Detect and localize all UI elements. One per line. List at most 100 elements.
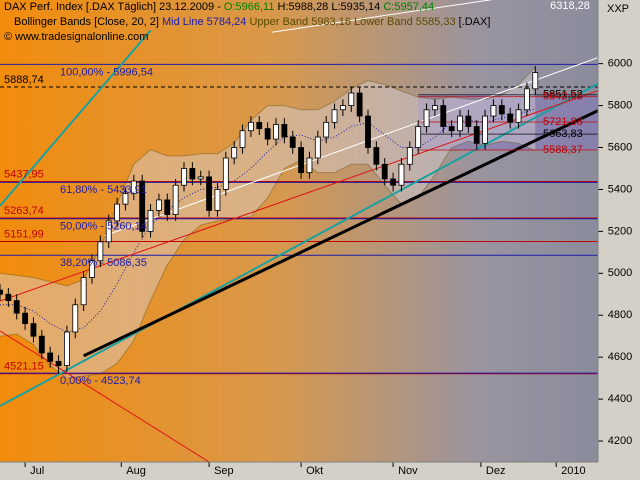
header-text: © www.tradesignalonline.com [4, 31, 148, 43]
candle-body [465, 115, 472, 127]
candle-body [365, 115, 371, 148]
fib-label: 50,00% - 5260,14 [60, 221, 147, 233]
candle-body [507, 113, 514, 123]
x-tick-label: Nov [398, 465, 418, 477]
mid-line [0, 108, 536, 333]
y-tick-label: 4400 [608, 393, 632, 405]
fib-label: 0,00% - 4523,74 [60, 375, 141, 387]
header-text: C:5957,44 [383, 1, 434, 13]
right-level-label: 5842,68 [543, 91, 583, 103]
x-tick-label: Okt [306, 465, 323, 477]
fib-label: 100,00% - 5996,54 [60, 66, 153, 78]
candle-body [298, 147, 304, 174]
candle-body [72, 304, 79, 333]
x-tick-label: 2010 [561, 465, 585, 477]
candle-body [390, 178, 396, 186]
level-label: 5263,74 [4, 205, 44, 217]
candle-body [498, 105, 505, 115]
candle-body [323, 121, 330, 138]
candle-body [105, 220, 112, 243]
candle-body [22, 312, 28, 325]
x-tick-label: Dez [486, 465, 506, 477]
candle-body [289, 136, 296, 148]
candle-body [247, 121, 254, 132]
plot-area [0, 0, 598, 462]
header-text: Bollinger Bands [Close, 20, 2] [14, 16, 162, 28]
candle-body [490, 105, 497, 117]
header-text: Upper Band 5983,16 [249, 16, 354, 28]
trend-line [0, 330, 210, 462]
candle-body [515, 109, 522, 123]
trend-line [104, 57, 598, 237]
header-text: Lower Band 5585,33 [354, 16, 459, 28]
header-text: DAX Perf. Index [.DAX Täglich] 23.12.200… [4, 1, 224, 13]
candle-body [406, 147, 413, 165]
y-tick-label: 6000 [608, 58, 632, 70]
candle-body [38, 335, 45, 354]
candle-body [381, 163, 388, 180]
candle-body [164, 199, 171, 215]
trend-line [0, 82, 598, 407]
candle-body [222, 157, 229, 190]
candle-body [398, 163, 405, 186]
candle-body [473, 126, 480, 144]
candle-body [373, 147, 380, 165]
candle-body [155, 199, 162, 211]
header-row: DAX Perf. Index [.DAX Täglich] 23.12.200… [4, 1, 434, 13]
candle-body [532, 72, 539, 90]
candle-body [431, 105, 438, 111]
candle-body [448, 126, 455, 132]
header-text: Mid Line 5784,24 [162, 16, 249, 28]
y-tick-label: 4600 [608, 351, 632, 363]
header-text: O:5966,11 [224, 1, 275, 13]
candle-body [206, 176, 212, 211]
candle-body [482, 115, 488, 144]
candle-body [80, 277, 87, 306]
candle-body [97, 241, 104, 262]
candle-body [130, 180, 137, 195]
y-tick-label: 5000 [608, 267, 632, 279]
candle-body [214, 189, 221, 211]
candle-body [356, 92, 363, 117]
right-level-label: 5721,88 [543, 116, 583, 128]
candle-body [339, 105, 346, 111]
candle-body [231, 147, 238, 159]
candle-body [415, 126, 422, 148]
candle-body [47, 352, 54, 362]
trend-line [0, 29, 152, 207]
trend-line [0, 90, 598, 302]
y-tick-label: 4200 [608, 435, 632, 447]
candle-body [281, 124, 288, 138]
candle-body [239, 130, 246, 148]
band-line [0, 140, 536, 379]
candle-body [139, 180, 146, 232]
fib-label: 61,80% - 5433,91 [60, 184, 147, 196]
candle-body [423, 109, 430, 127]
candle-body [147, 210, 154, 232]
candle-body [264, 128, 271, 140]
level-label: 5437,95 [4, 168, 44, 180]
candle-body [306, 157, 313, 174]
candle-body [273, 124, 279, 140]
symbol: XXP [607, 3, 629, 15]
top-value: 6318,28 [550, 0, 590, 12]
candle-body [13, 300, 20, 314]
header-text: H:5988,28 L:5935,14 [274, 1, 383, 13]
level-label: 4521,15 [4, 361, 44, 373]
level-label: 5151,99 [4, 228, 44, 240]
candle-body [55, 360, 62, 366]
candle-body [457, 115, 463, 132]
y-tick-label: 5600 [608, 141, 632, 153]
candle-body [440, 105, 447, 127]
candle-body [331, 109, 338, 123]
y-tick-label: 4800 [608, 309, 632, 321]
overlay: DAX Perf. Index [.DAX Täglich] 23.12.200… [4, 1, 632, 477]
plot-background [0, 0, 598, 462]
candle-body [0, 289, 3, 295]
x-tick-label: Sep [214, 465, 234, 477]
header-text: [.DAX] [459, 16, 491, 28]
y-tick-label: 5400 [608, 183, 632, 195]
candle-body [181, 168, 187, 186]
x-tick-label: Jul [30, 465, 44, 477]
